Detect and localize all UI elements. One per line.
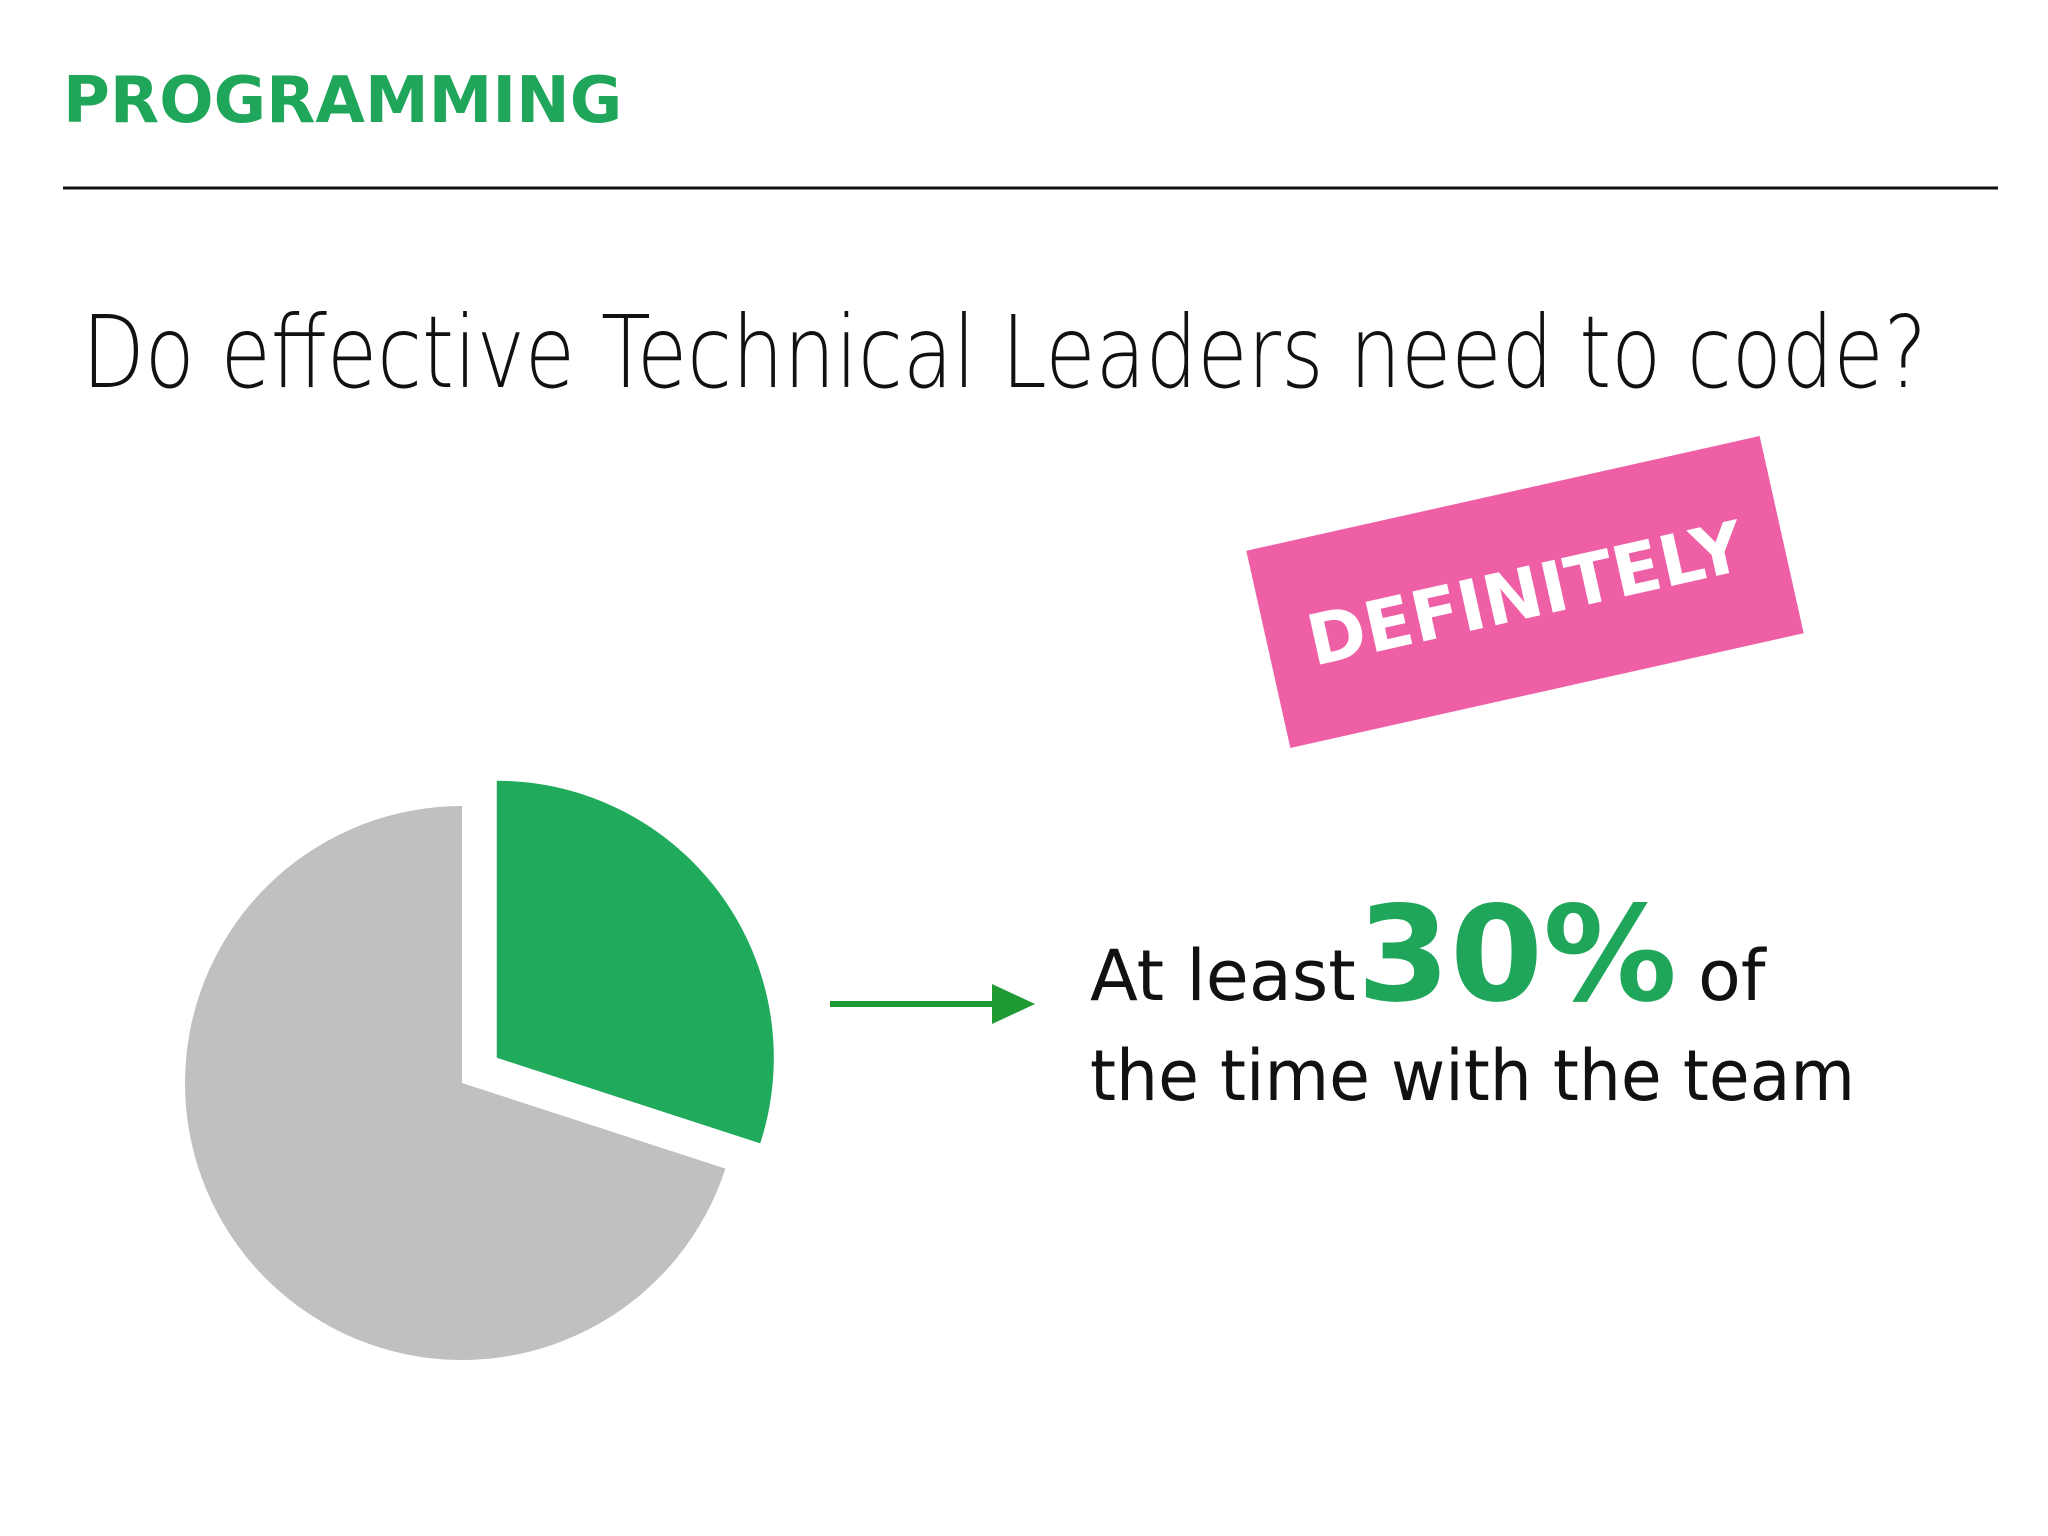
annotation-prefix: At least	[1090, 935, 1356, 1017]
stamp-box	[1246, 436, 1804, 748]
pie-slice	[184, 806, 726, 1360]
annotation-value: 30%	[1357, 878, 1677, 1032]
arrow-head	[992, 984, 1035, 1024]
stamp: DEFINITELY	[1246, 436, 1804, 748]
header-title: PROGRAMMING	[63, 64, 622, 138]
pie-slice	[496, 780, 774, 1144]
question: Do effective Technical Leaders need to c…	[82, 294, 1927, 411]
pie	[184, 780, 774, 1360]
annotation-line2: the time with the team	[1090, 1035, 1855, 1117]
annotation-suffix: of	[1698, 935, 1767, 1017]
